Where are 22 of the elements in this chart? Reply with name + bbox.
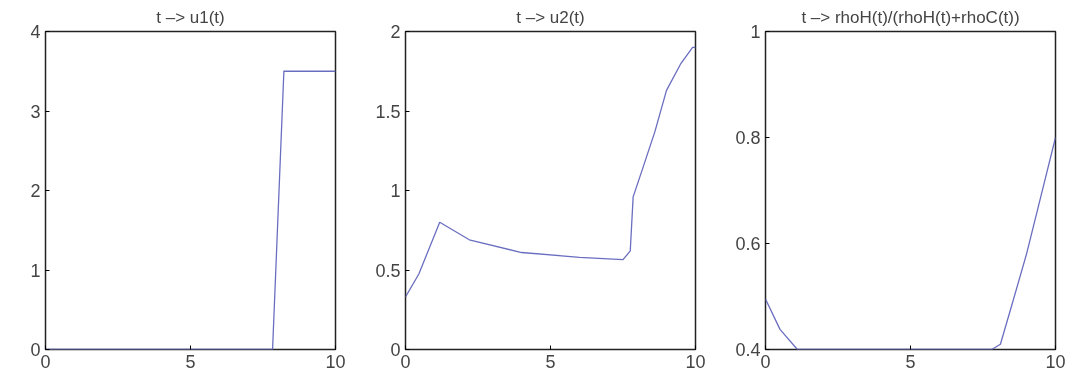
y-tick-label: 2 xyxy=(30,181,41,201)
y-tick-label: 3 xyxy=(30,101,41,122)
y-tick-label: 1.5 xyxy=(375,101,401,122)
chart-title: t –> u1(t) xyxy=(156,7,225,27)
x-tick-label: 10 xyxy=(325,351,346,372)
y-tick-label: 1 xyxy=(390,181,401,201)
y-tick-label: 2 xyxy=(390,22,401,42)
y-tick-label: 1 xyxy=(30,260,41,281)
x-tick-label: 5 xyxy=(545,351,556,372)
y-tick-label: 0.8 xyxy=(735,128,761,148)
chart-title: t –> u2(t) xyxy=(516,7,585,27)
chart-title: t –> rhoH(t)/(rhoH(t)+rhoC(t)) xyxy=(801,7,1020,27)
x-tick-label: 5 xyxy=(185,351,196,372)
x-tick-label: 10 xyxy=(685,351,706,372)
y-tick-label: 0.5 xyxy=(375,260,401,281)
y-tick-label: 0.4 xyxy=(735,340,761,360)
y-tick-label: 0.6 xyxy=(735,234,761,254)
x-tick-label: 10 xyxy=(1045,351,1066,372)
x-tick-label: 5 xyxy=(905,351,916,372)
y-tick-label: 1 xyxy=(750,22,761,42)
line-series xyxy=(405,46,696,298)
y-tick-label: 4 xyxy=(30,22,41,42)
